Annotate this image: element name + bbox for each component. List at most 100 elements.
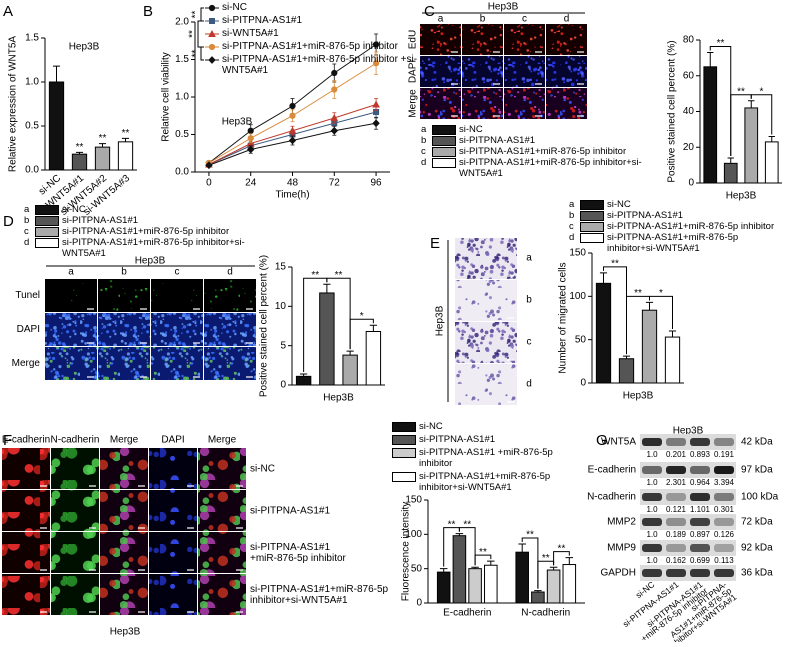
legend-text-box: si-PITPNA-AS1#1 — [222, 15, 302, 26]
point — [372, 100, 380, 108]
row-label: b — [526, 295, 532, 306]
legend-item: d si-PITPNA-AS1#1+miR-876-5p inhibitor+si… — [24, 237, 269, 258]
significance: ** — [99, 133, 107, 144]
column-label: d — [564, 14, 570, 25]
legend-box: a si-NC b si-PITPNA-AS1#1 c si-PITPNA-AS1#1+m… — [24, 204, 269, 258]
band — [690, 493, 710, 501]
micrograph — [98, 313, 150, 346]
error-bar — [300, 373, 308, 377]
bracket — [458, 527, 476, 566]
y-tick-label: 1.5 — [175, 54, 189, 65]
row-label: Merge — [12, 358, 41, 369]
ratio-label: 0.189 — [666, 530, 687, 539]
micrograph — [198, 574, 246, 615]
bar — [515, 551, 529, 604]
micrograph — [455, 280, 517, 321]
bar — [664, 336, 681, 384]
significance: ** — [634, 288, 642, 299]
error-bar — [599, 272, 608, 284]
x-tick-label: 48 — [287, 178, 299, 189]
y-tick-label: 0 — [580, 378, 586, 389]
legend-swatch — [580, 200, 604, 210]
band — [642, 466, 662, 474]
significance: * — [360, 311, 364, 322]
legend-key: b — [569, 210, 575, 221]
ratio-label: 0.201 — [666, 450, 687, 459]
micrograph — [198, 532, 246, 573]
micrograph — [2, 574, 50, 615]
significance: ** — [448, 519, 456, 530]
y-tick-label: 0 — [688, 178, 694, 189]
error-bar — [52, 65, 61, 82]
significance: * — [659, 288, 663, 299]
band — [642, 518, 662, 526]
micrograph — [100, 532, 148, 573]
protein-label: MMP2 — [607, 517, 636, 528]
ratio-label: 0.699 — [690, 556, 711, 565]
ratio-label: 0.191 — [714, 450, 735, 459]
bar — [295, 375, 312, 386]
chart-title: Hep3B — [69, 42, 100, 53]
band — [714, 466, 734, 474]
bar — [342, 354, 358, 386]
point — [205, 161, 213, 170]
micrograph — [504, 88, 545, 119]
error-bar — [668, 330, 677, 338]
ratio-label: 1.0 — [646, 478, 658, 487]
point — [372, 119, 380, 128]
legend-item: d si-PITPNA-AS1#1+miR-876-5p inhibitor+si… — [421, 157, 657, 179]
micrograph — [420, 24, 461, 55]
band — [666, 569, 686, 577]
micrograph — [51, 532, 99, 573]
error-bar — [622, 355, 631, 359]
ratio-label: 0.897 — [690, 530, 711, 539]
significance: ** — [717, 38, 725, 49]
legend-marker — [208, 43, 216, 51]
multiline-label: si-PITPNA-AS1#1+miR-876-5p inhibitor — [250, 542, 347, 564]
y-tick-label: 5 — [280, 340, 286, 351]
micrograph — [546, 56, 587, 87]
legend-text-box: si-WNT5A#1 — [222, 28, 279, 39]
legend-label: si-NC — [459, 124, 483, 135]
micrograph — [546, 24, 587, 55]
micrograph — [204, 279, 256, 312]
bar — [595, 282, 612, 384]
legend-marker — [208, 56, 216, 64]
y-tick-label: 0 — [416, 598, 422, 609]
legend-swatch — [432, 147, 456, 157]
legend-item: si-PITPNA-AS1#1 — [390, 434, 585, 445]
multiline-label: si-NC — [250, 463, 275, 474]
bar — [48, 81, 65, 171]
legend-label: si-PITPNA-AS1#1+miR-876-5p inhibitor +si… — [222, 54, 418, 76]
micrograph — [462, 24, 503, 55]
error-bar — [645, 301, 654, 311]
protein-label: WNT5A — [601, 437, 636, 448]
band — [666, 466, 686, 474]
x-axis-label: Hep3B — [323, 393, 354, 404]
legend-item: c si-PITPNA-AS1#1+miR-876-5p inhibitor — [569, 221, 786, 232]
legend-label: si-NC — [607, 199, 631, 210]
legend-swatch — [392, 435, 416, 445]
bar — [546, 569, 561, 604]
y-axis-label: Relative cell viability — [161, 52, 172, 141]
band — [666, 518, 686, 526]
legend-key: c — [421, 146, 426, 157]
significance: ** — [311, 270, 319, 281]
y-tick-label: 10 — [275, 301, 287, 312]
bar — [452, 535, 467, 604]
band — [714, 518, 734, 526]
legend-swatch — [580, 222, 604, 232]
ratio-label: 1.0 — [646, 450, 658, 459]
column-label: Merge — [208, 435, 237, 446]
micrograph — [45, 347, 97, 380]
panel-label: C — [424, 3, 435, 20]
size-label: 42 kDa — [741, 437, 773, 448]
legend: a si-NC b si-PITPNA-AS1#1 c si-PITPNA-AS1#1+m… — [24, 204, 269, 258]
error-bar — [565, 557, 574, 565]
micrograph — [98, 279, 150, 312]
error-bar — [487, 560, 495, 566]
legend-item: b si-PITPNA-AS1#1 — [569, 210, 786, 221]
label-line: si-PITPNA-AS1#1+miR-876-5p — [250, 584, 389, 595]
micrograph — [504, 56, 545, 87]
